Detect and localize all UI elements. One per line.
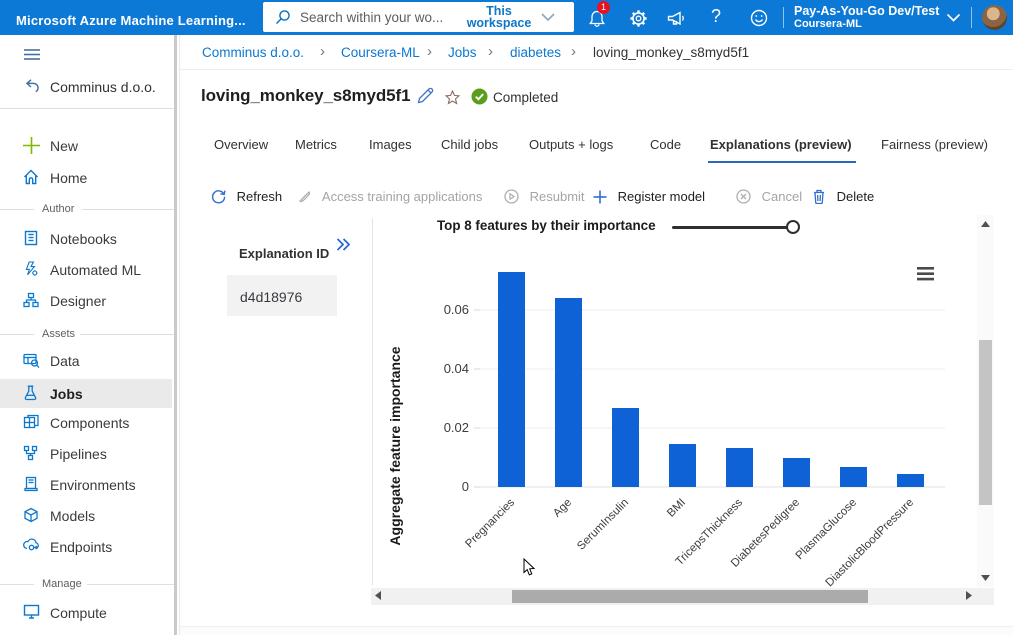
svg-text:Age: Age <box>551 497 574 520</box>
svg-text:Pregnancies: Pregnancies <box>463 496 517 550</box>
svg-text:SerumInsulin: SerumInsulin <box>575 497 631 553</box>
svg-text:BMI: BMI <box>665 497 688 520</box>
svg-text:Aggregate feature importance: Aggregate feature importance <box>387 346 403 545</box>
svg-text:0: 0 <box>462 479 469 494</box>
svg-text:PlasmaGlucose: PlasmaGlucose <box>794 497 859 562</box>
svg-text:0.06: 0.06 <box>444 302 469 317</box>
svg-text:0.02: 0.02 <box>444 420 469 435</box>
svg-text:0.04: 0.04 <box>444 361 469 376</box>
